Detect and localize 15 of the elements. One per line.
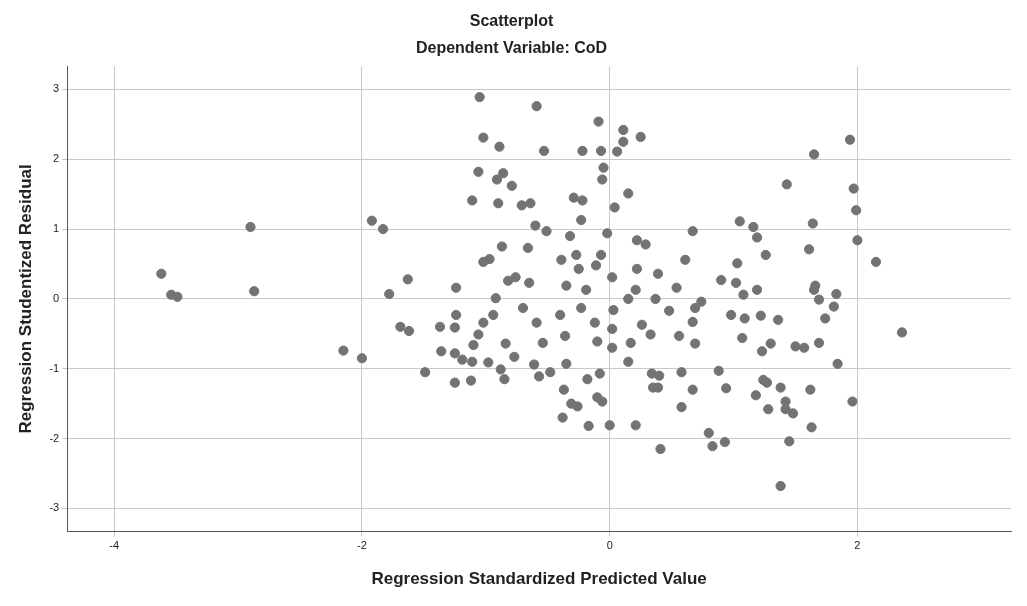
- x-tick-label: 2: [854, 539, 861, 552]
- chart-title: Scatterplot: [469, 12, 554, 30]
- y-tick-label: 3: [53, 82, 60, 95]
- y-tick-label: 2: [53, 152, 60, 165]
- y-tick-label: 0: [53, 291, 60, 304]
- y-tick-label: 1: [53, 222, 60, 235]
- y-axis-title: Regression Studentized Residual: [15, 164, 35, 434]
- x-tick-label: -4: [109, 539, 120, 552]
- x-tick-label: 0: [606, 539, 613, 552]
- x-axis-title: Regression Standardized Predicted Value: [371, 569, 707, 589]
- y-tick-label: -3: [49, 501, 60, 514]
- x-tick-label: -2: [357, 539, 367, 552]
- y-tick-label: -2: [49, 431, 60, 444]
- chart-subtitle: Dependent Variable: CoD: [415, 39, 608, 57]
- y-tick-label: -1: [49, 361, 60, 374]
